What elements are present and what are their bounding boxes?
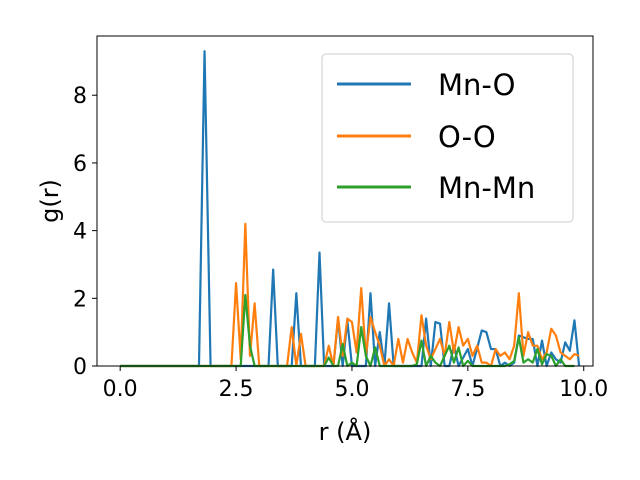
series-line-mn-o	[120, 50, 581, 368]
x-tick-label: 10.0	[559, 377, 608, 402]
y-ticks: 0 2 4 6 8	[73, 84, 97, 380]
legend-label-o-o: O-O	[438, 120, 496, 154]
legend-box	[321, 53, 574, 223]
y-tick-label: 8	[73, 84, 87, 109]
x-ticks: 0.0 2.5 5.0 7.5 10.0	[103, 366, 608, 402]
y-tick-label: 0	[73, 355, 87, 380]
series-line-o-o	[120, 222, 580, 368]
x-tick-label: 2.5	[219, 377, 254, 402]
y-tick-label: 4	[73, 220, 87, 245]
x-tick-label: 7.5	[450, 377, 485, 402]
y-tick-label: 6	[73, 152, 87, 177]
y-axis-label: g(r)	[36, 179, 64, 223]
legend: Mn-O O-O Mn-Mn	[321, 53, 574, 223]
y-tick-label: 2	[73, 287, 87, 312]
x-tick-label: 0.0	[103, 377, 138, 402]
x-axis-label: r (Å)	[319, 417, 372, 446]
legend-label-mn-o: Mn-O	[438, 68, 516, 102]
x-tick-label: 5.0	[334, 377, 369, 402]
legend-label-mn-mn: Mn-Mn	[438, 171, 535, 205]
axes-frame	[96, 35, 594, 367]
